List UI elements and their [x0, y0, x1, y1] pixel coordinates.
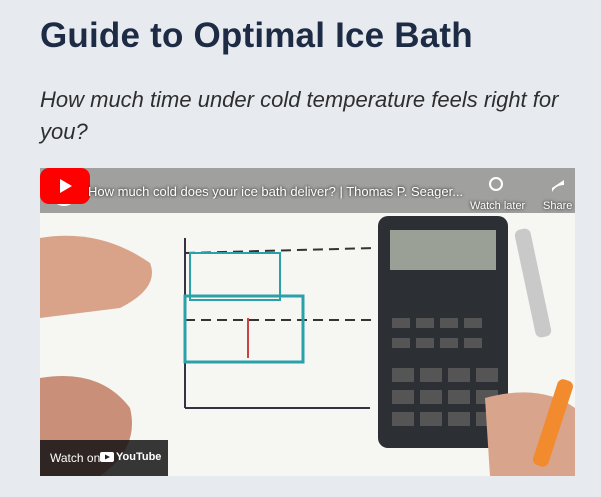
subtitle: How much time under cold temperature fee…	[40, 84, 570, 148]
play-button[interactable]	[40, 168, 90, 204]
video-title[interactable]: How much cold does your ice bath deliver…	[88, 184, 478, 199]
page-title: Guide to Optimal Ice Bath	[40, 16, 473, 56]
watch-on-youtube[interactable]: Watch on YouTube	[40, 440, 168, 476]
youtube-logo	[100, 452, 114, 462]
watch-on-label: Watch on	[50, 451, 100, 465]
video-embed[interactable]: How much cold does your ice bath deliver…	[40, 168, 575, 476]
share[interactable]: Share	[543, 200, 572, 212]
video-thumbnail	[40, 168, 575, 476]
youtube-label: YouTube	[116, 451, 161, 463]
page: {"header": {"title": "Guide to Optimal I…	[0, 0, 601, 497]
watch-later[interactable]: Watch later	[470, 200, 525, 212]
body: Guide to Optimal Ice Bath How much time …	[0, 0, 601, 497]
